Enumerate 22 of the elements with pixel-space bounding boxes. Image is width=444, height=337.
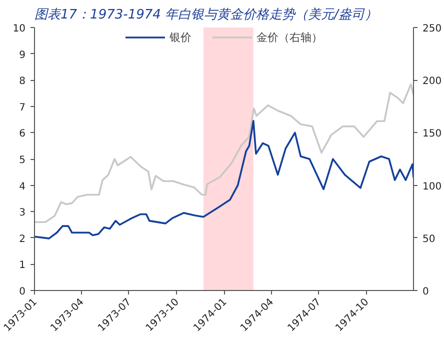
legend-label: 金价（右轴）	[256, 30, 322, 44]
y-tick-label: 3	[19, 208, 26, 219]
y-tick-label: 5	[19, 155, 26, 166]
y-tick-label: 1	[19, 260, 26, 272]
y2-tick-label: 150	[422, 128, 442, 140]
y-tick-label: 0	[19, 286, 26, 298]
legend-label: 银价	[170, 30, 192, 44]
y2-tick-label: 100	[422, 181, 442, 192]
line-series	[34, 120, 414, 240]
y2-tick-label: 0	[422, 286, 429, 298]
y-tick-label: 8	[19, 76, 26, 88]
y2-tick-label: 200	[422, 76, 442, 88]
y2-tick-label: 50	[422, 234, 436, 245]
y-tick-label: 6	[19, 128, 26, 140]
y-tick-label: 9	[19, 50, 26, 61]
line-series	[34, 83, 414, 224]
chart-title: 图表17：1973-1974 年白银与黄金价格走势（美元/盎司）	[34, 6, 378, 22]
y2-tick-label: 250	[422, 24, 442, 34]
y-tick-label: 7	[19, 102, 26, 114]
y-tick-label: 10	[12, 24, 26, 34]
y-tick-label: 4	[19, 181, 26, 192]
y-tick-label: 2	[19, 234, 26, 245]
